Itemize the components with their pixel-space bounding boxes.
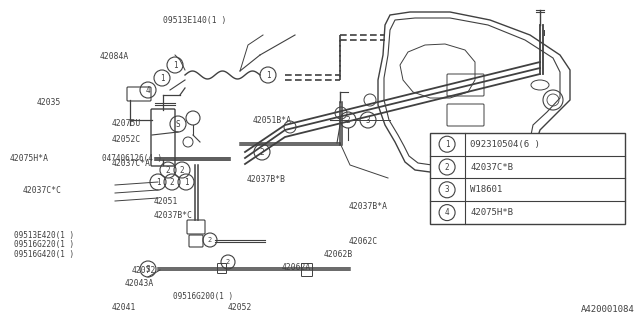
Text: 2: 2 [180, 165, 184, 174]
Text: S: S [146, 265, 150, 274]
Text: 42037B*C: 42037B*C [154, 212, 193, 220]
Text: 1: 1 [184, 178, 188, 187]
Text: 3: 3 [365, 116, 371, 124]
Text: 42037C*B: 42037C*B [470, 163, 513, 172]
Text: 09513E420(1 ): 09513E420(1 ) [14, 231, 74, 240]
Text: 42052C: 42052C [112, 135, 141, 144]
Text: 42084A: 42084A [99, 52, 129, 60]
Text: 42037B*B: 42037B*B [246, 175, 285, 184]
Text: 09516G420(1 ): 09516G420(1 ) [14, 250, 74, 259]
Text: 4: 4 [445, 208, 449, 217]
Text: 2: 2 [445, 163, 449, 172]
Text: S: S [176, 119, 180, 129]
Text: 42075H*B: 42075H*B [470, 208, 513, 217]
Text: 42037C*C: 42037C*C [22, 186, 61, 195]
Text: 2: 2 [346, 116, 350, 124]
Text: 09516G220(1 ): 09516G220(1 ) [14, 240, 74, 249]
Text: 1: 1 [266, 70, 270, 79]
Text: 2: 2 [170, 178, 174, 187]
Text: 2: 2 [166, 165, 170, 174]
Text: 1: 1 [173, 60, 177, 69]
Text: 42035: 42035 [37, 98, 61, 107]
Text: 1: 1 [156, 178, 160, 187]
Text: 09516G200(1 ): 09516G200(1 ) [173, 292, 233, 300]
Text: 4: 4 [146, 85, 150, 94]
Text: 2: 2 [260, 148, 264, 156]
Text: 42062A: 42062A [282, 263, 311, 272]
Text: 42075U: 42075U [112, 119, 141, 128]
Text: 42062C: 42062C [349, 237, 378, 246]
Text: 42051B*A: 42051B*A [253, 116, 292, 124]
Text: 1: 1 [160, 74, 164, 83]
Text: 09513E140(1 ): 09513E140(1 ) [163, 16, 227, 25]
Text: 047406126(4 ): 047406126(4 ) [102, 154, 163, 163]
Text: 42037C*A: 42037C*A [112, 159, 151, 168]
FancyBboxPatch shape [430, 133, 625, 224]
Text: 2: 2 [226, 259, 230, 265]
Text: 092310504(6 ): 092310504(6 ) [470, 140, 540, 149]
Text: 42037B*A: 42037B*A [349, 202, 388, 211]
Text: 42052: 42052 [227, 303, 252, 312]
Text: A420001084: A420001084 [581, 305, 635, 314]
Text: 1: 1 [445, 140, 449, 149]
Text: 2: 2 [208, 237, 212, 243]
Text: 42062B: 42062B [323, 250, 353, 259]
Text: 42051: 42051 [154, 197, 178, 206]
Text: 3: 3 [445, 185, 449, 194]
Text: 42072: 42072 [131, 266, 156, 275]
Text: 42041: 42041 [112, 303, 136, 312]
Text: 42043A: 42043A [125, 279, 154, 288]
Text: 42075H*A: 42075H*A [10, 154, 49, 163]
Text: W18601: W18601 [470, 185, 502, 194]
